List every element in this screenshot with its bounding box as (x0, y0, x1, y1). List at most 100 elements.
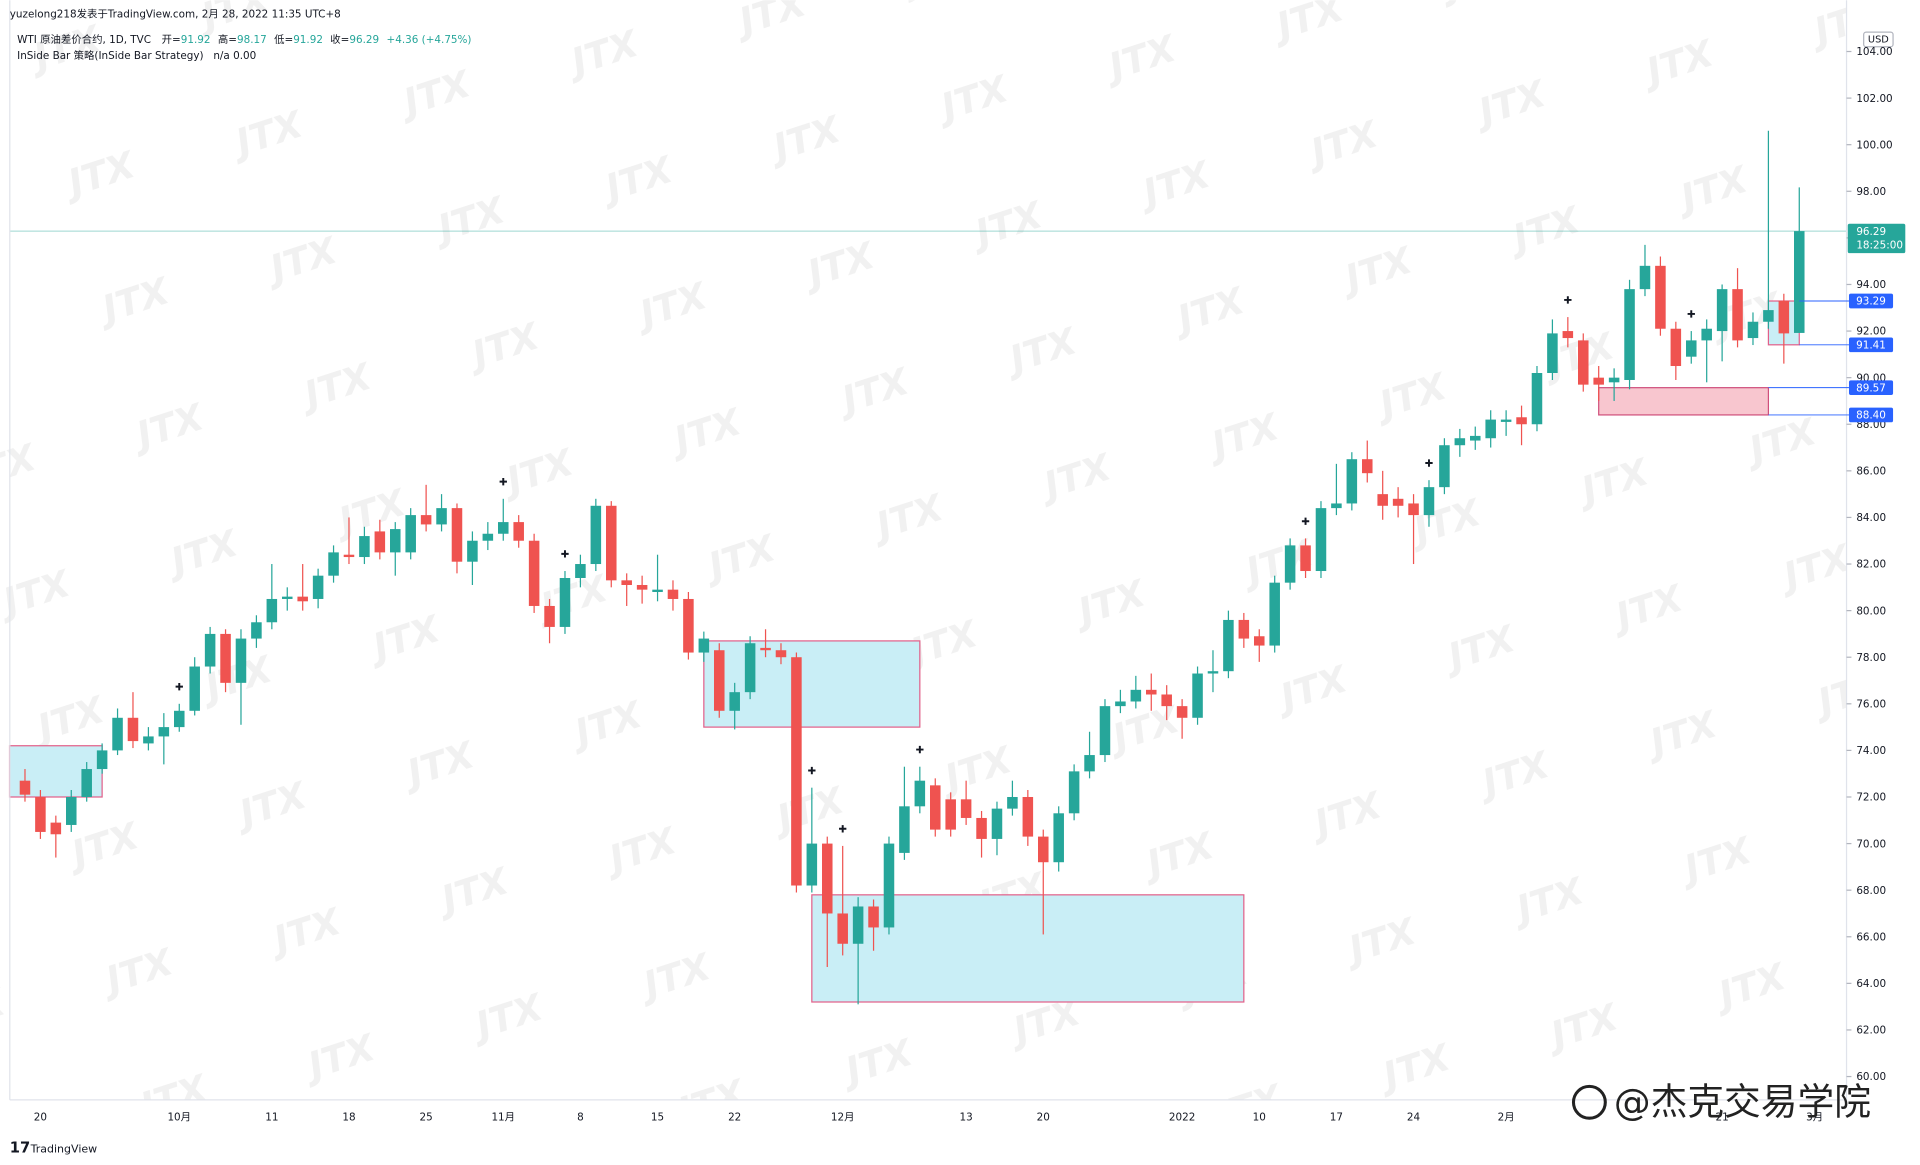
candle-body (1701, 328, 1712, 341)
candle-body (235, 638, 247, 683)
y-tick-label: 98.00 (1856, 186, 1886, 198)
candle-body (1207, 671, 1219, 674)
zone-level-label: 89.57 (1856, 382, 1886, 394)
candle-body (729, 692, 740, 711)
candle-body (899, 806, 910, 853)
candle-body (282, 596, 293, 599)
candle-body (868, 906, 879, 928)
ohlc-name: 高= (218, 33, 237, 46)
candle-body (405, 515, 416, 553)
x-tick-label: 11 (265, 1112, 278, 1124)
candle-body (606, 505, 617, 581)
x-tick-label: 17 (1330, 1112, 1343, 1124)
candle-body (1223, 619, 1234, 672)
x-tick-label: 2月 (1498, 1112, 1515, 1124)
candle-body (66, 796, 77, 825)
candle-body (266, 598, 278, 623)
y-tick-label: 68.00 (1856, 885, 1886, 897)
y-tick-label: 74.00 (1856, 745, 1886, 757)
candle-body (436, 508, 447, 525)
ohlc-value: 98.17 (237, 34, 267, 46)
candle-body (652, 589, 663, 592)
candle-body (590, 505, 602, 565)
candle-body (482, 533, 494, 541)
candle-body (914, 780, 926, 807)
candle-body (775, 650, 787, 658)
candle-body (559, 578, 571, 627)
candle-body (204, 633, 216, 667)
candle-body (1794, 231, 1805, 333)
x-tick-label: 20 (1037, 1112, 1050, 1124)
candle-body (837, 913, 848, 944)
candle-body (976, 817, 987, 839)
indicator-values: n/a 0.00 (213, 50, 256, 62)
candle-body (50, 822, 62, 835)
zone-level-box (1848, 407, 1894, 423)
countdown: 18:25:00 (1856, 239, 1903, 251)
candle-body (1161, 694, 1172, 707)
candle-body (328, 552, 339, 576)
candle-body (359, 536, 370, 558)
currency-box (1863, 31, 1894, 48)
candle-body (1778, 300, 1790, 334)
candle-body (1716, 289, 1728, 332)
signal-marker (1301, 517, 1310, 525)
candle-body (467, 540, 478, 562)
signal-marker (916, 745, 924, 754)
signal-marker (561, 550, 569, 558)
y-tick-label: 66.00 (1856, 931, 1886, 943)
candle-body (297, 596, 308, 602)
candle-body (1284, 545, 1296, 583)
candle-body (683, 598, 694, 653)
candle-body (498, 522, 509, 534)
y-tick-label: 82.00 (1856, 559, 1886, 571)
candle-body (1531, 372, 1543, 425)
candle-body (127, 717, 139, 742)
corner-watermark-text: @杰克交易学院 (1614, 1081, 1871, 1124)
header: yuzelong218发表于TradingView.com, 2月 28, 20… (10, 7, 472, 62)
indicator: InSide Bar 策略(InSide Bar Strategy) (17, 49, 203, 62)
candle-body (991, 808, 1003, 839)
brand-name: TradingView (30, 1143, 98, 1156)
currency: USD (1868, 35, 1889, 46)
candle-body (189, 666, 200, 711)
x-tick-label: 2022 (1169, 1112, 1195, 1124)
y-tick-label: 94.00 (1856, 279, 1886, 291)
x-tick-label: 8 (577, 1112, 584, 1124)
candle-body (343, 554, 355, 558)
candle-body (1084, 755, 1095, 772)
candle-body (1331, 503, 1342, 509)
candle-body (1146, 689, 1157, 695)
candle-body (1578, 340, 1589, 385)
candle-body (544, 605, 555, 627)
ohlc-value: 91.92 (293, 34, 323, 46)
candle-body (1608, 377, 1620, 383)
y-tick-label: 70.00 (1856, 838, 1886, 850)
candle-body (930, 785, 941, 830)
y-tick-label: 84.00 (1856, 512, 1886, 524)
candle-body (1747, 321, 1759, 339)
brand: 𝟭𝟳 TradingView (10, 1140, 97, 1157)
candle-body (35, 796, 46, 832)
x-tick-label: 15 (651, 1112, 664, 1124)
candle-body (374, 531, 386, 553)
y-tick-label: 60.00 (1856, 1071, 1886, 1083)
x-tick-label: 10月 (167, 1112, 191, 1124)
candle-body (1500, 419, 1512, 422)
candle-body (1686, 340, 1697, 357)
x-tick-label: 24 (1407, 1112, 1421, 1124)
candle-body (143, 736, 154, 744)
candle-body (744, 643, 756, 693)
candle-body (1439, 445, 1450, 488)
signal-marker (1687, 310, 1695, 318)
candle-body (1300, 545, 1311, 572)
candle-body (1346, 459, 1358, 504)
watermark: JTX (0, 980, 12, 1044)
y-tick-label: 86.00 (1856, 466, 1886, 478)
candle-body (81, 769, 92, 797)
candle-body (96, 750, 108, 770)
brand-logo: 𝟭𝟳 (10, 1140, 30, 1157)
signal-marker (1564, 296, 1572, 304)
